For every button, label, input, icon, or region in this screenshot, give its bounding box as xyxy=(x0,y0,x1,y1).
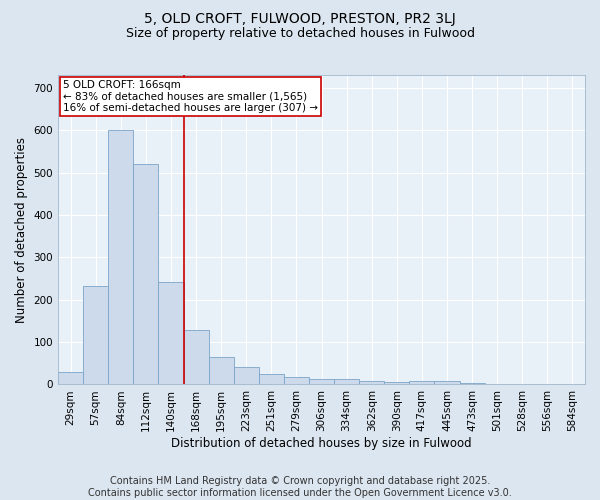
Bar xyxy=(133,164,158,384)
Bar xyxy=(284,377,309,384)
Bar xyxy=(384,382,409,384)
Bar xyxy=(58,372,83,384)
Bar xyxy=(83,286,108,384)
Text: Contains HM Land Registry data © Crown copyright and database right 2025.
Contai: Contains HM Land Registry data © Crown c… xyxy=(88,476,512,498)
Bar xyxy=(460,383,485,384)
Bar xyxy=(184,330,209,384)
X-axis label: Distribution of detached houses by size in Fulwood: Distribution of detached houses by size … xyxy=(171,437,472,450)
Y-axis label: Number of detached properties: Number of detached properties xyxy=(15,136,28,322)
Bar xyxy=(233,366,259,384)
Bar xyxy=(334,379,359,384)
Bar xyxy=(409,381,434,384)
Text: 5, OLD CROFT, FULWOOD, PRESTON, PR2 3LJ: 5, OLD CROFT, FULWOOD, PRESTON, PR2 3LJ xyxy=(144,12,456,26)
Bar xyxy=(259,374,284,384)
Bar xyxy=(309,380,334,384)
Bar xyxy=(434,382,460,384)
Text: 5 OLD CROFT: 166sqm
← 83% of detached houses are smaller (1,565)
16% of semi-det: 5 OLD CROFT: 166sqm ← 83% of detached ho… xyxy=(64,80,319,113)
Bar xyxy=(209,357,233,384)
Bar xyxy=(359,381,384,384)
Bar xyxy=(108,130,133,384)
Bar xyxy=(158,282,184,384)
Text: Size of property relative to detached houses in Fulwood: Size of property relative to detached ho… xyxy=(125,28,475,40)
